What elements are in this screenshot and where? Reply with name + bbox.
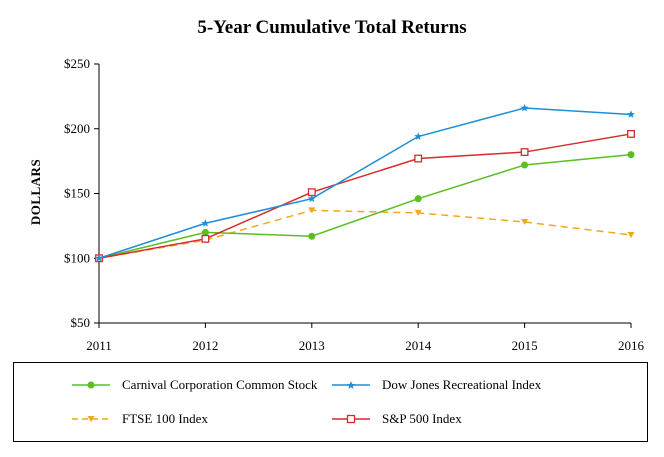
legend-label-sp500: S&P 500 Index [382,411,462,426]
series-square [95,129,635,263]
data-point [627,129,635,138]
series-triangle-down [95,207,635,262]
series-line [98,209,632,259]
x-tick-label: 2013 [299,338,325,353]
data-point [627,110,635,118]
legend-swatch-carnival [72,381,110,389]
legend-swatch-sp500 [332,414,370,424]
y-tick-label: $150 [64,186,90,201]
chart-legend: Carnival Corporation Common Stock Dow Jo… [13,362,648,442]
data-point [627,231,635,238]
series-line [98,153,632,259]
data-point [414,209,422,216]
legend-label-ftse: FTSE 100 Index [122,411,208,426]
data-point [414,132,423,140]
data-point [521,218,529,225]
chart-canvas: 5-Year Cumulative Total Returns DOLLARS … [28,17,645,353]
legend-swatch-dow-jones [332,381,370,389]
data-point [308,207,316,214]
x-tick-label: 2012 [192,338,218,353]
data-point [521,161,529,169]
data-point [201,234,210,243]
legend-label-carnival: Carnival Corporation Common Stock [122,377,318,392]
data-point [520,148,529,157]
data-point [308,232,316,240]
data-point [201,228,209,236]
x-tick-label: 2014 [405,338,432,353]
legend-item-dow-jones: Dow Jones Recreational Index [332,375,541,395]
y-tick-label: $250 [64,56,90,71]
series-line [98,107,632,259]
data-point [520,103,529,112]
y-axis-label: DOLLARS [28,159,43,225]
series-star [95,103,635,262]
chart-title: 5-Year Cumulative Total Returns [197,17,466,38]
chart-series [95,103,635,263]
data-point [201,219,210,227]
data-point [414,195,422,203]
data-point [95,254,103,262]
x-tick-label: 2016 [618,338,645,353]
data-point [627,151,635,159]
data-point [307,194,316,203]
legend-item-sp500: S&P 500 Index [332,409,462,429]
y-tick-label: $200 [64,121,90,136]
legend-swatch-ftse [72,416,110,422]
series-line [98,133,632,259]
legend-item-ftse: FTSE 100 Index [72,409,208,429]
y-tick-label: $50 [71,315,91,330]
data-point [414,154,423,163]
legend-label-dow-jones: Dow Jones Recreational Index [382,377,542,392]
x-tick-label: 2015 [512,338,538,353]
x-tick-label: 2011 [86,338,112,353]
legend-item-carnival: Carnival Corporation Common Stock [72,375,317,395]
y-tick-label: $100 [64,250,90,265]
chart-axes: $50 $100 $150 $200 $250 2011 2012 2013 2014 2015 2… [64,56,645,353]
